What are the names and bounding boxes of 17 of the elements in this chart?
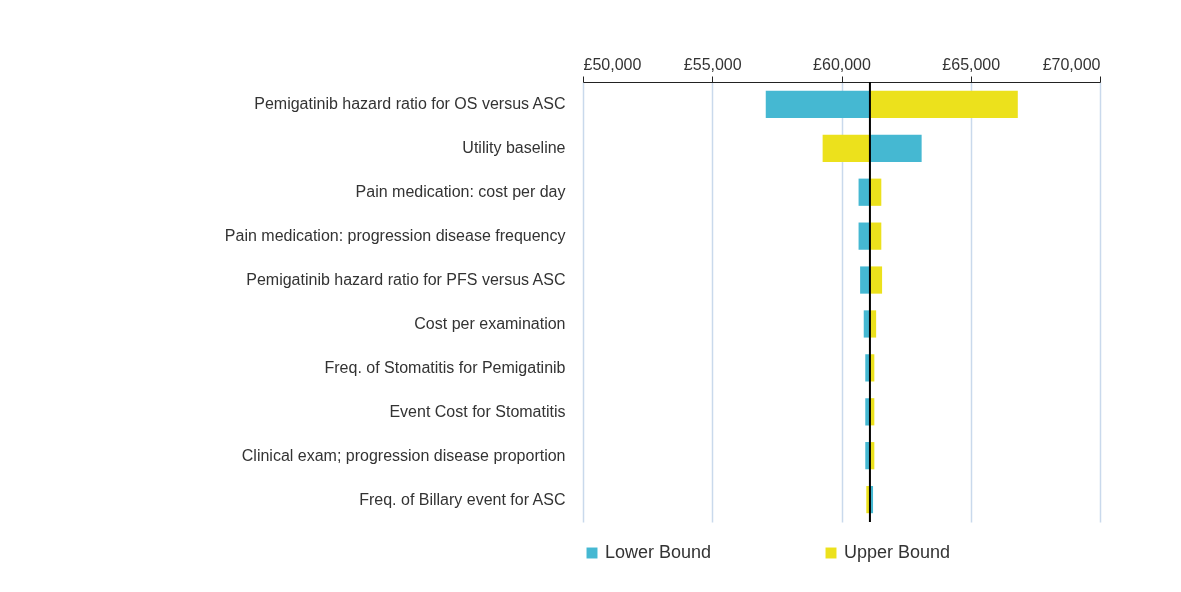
y-tick-label: Pemigatinib hazard ratio for PFS versus ASC bbox=[246, 271, 566, 289]
legend-label: Lower Bound bbox=[605, 542, 712, 562]
y-tick-label: Cost per examination bbox=[414, 314, 566, 332]
x-tick-label: £70,000 bbox=[1042, 55, 1101, 73]
x-tick-label: £60,000 bbox=[813, 55, 872, 73]
y-tick-label: Pain medication: cost per day bbox=[355, 183, 566, 201]
y-tick-label: Clinical exam; progression disease proportion bbox=[241, 446, 566, 464]
y-tick-label: Pain medication: progression disease frequency bbox=[224, 227, 566, 245]
y-tick-label: Freq. of Stomatitis for Pemigatinib bbox=[324, 358, 566, 376]
y-tick-label: Utility baseline bbox=[462, 139, 566, 157]
x-tick-label: £65,000 bbox=[942, 55, 1001, 73]
x-tick-label: £50,000 bbox=[583, 55, 642, 73]
y-tick-label: Event Cost for Stomatitis bbox=[389, 402, 566, 420]
x-tick-label: £55,000 bbox=[683, 55, 742, 73]
legend-label: Upper Bound bbox=[844, 542, 951, 562]
y-tick-label: Freq. of Billary event for ASC bbox=[359, 490, 566, 508]
y-tick-label: Pemigatinib hazard ratio for OS versus ASC bbox=[254, 95, 566, 113]
